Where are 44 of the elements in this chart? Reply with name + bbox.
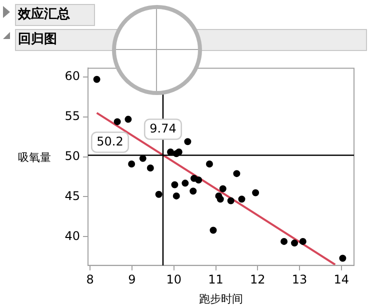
point <box>219 185 226 192</box>
point <box>190 188 197 195</box>
point <box>175 148 182 156</box>
point <box>172 192 180 200</box>
point <box>128 160 136 168</box>
ref-line-label: 50.2 <box>96 134 124 148</box>
y-axis-title: 吸氧量 <box>18 150 51 165</box>
point <box>216 196 224 203</box>
chart-title: 回归图 <box>15 29 367 51</box>
point <box>299 238 306 245</box>
point <box>252 189 260 196</box>
point <box>182 180 189 187</box>
y-tick-label: 45 <box>64 188 80 203</box>
x-tick-label: 11 <box>208 272 224 287</box>
point <box>227 197 234 204</box>
point <box>210 226 217 234</box>
point <box>195 176 202 184</box>
point <box>114 118 121 126</box>
x-tick-label: 12 <box>250 272 266 287</box>
y-tick-label: 40 <box>64 228 80 243</box>
point <box>124 116 132 123</box>
x-tick-label: 8 <box>86 272 94 287</box>
point <box>93 76 100 83</box>
y-tick-label: 60 <box>64 69 80 84</box>
x-axis-title: 跑步时间 <box>199 292 243 306</box>
text: 效应汇总 <box>15 4 95 26</box>
point <box>339 254 346 262</box>
y-tick-label: 50 <box>64 148 80 163</box>
y-tick-label: 55 <box>64 109 80 124</box>
point <box>184 138 192 146</box>
ref-line-label: 9.74 <box>150 121 176 136</box>
point <box>233 170 240 178</box>
x-tick-label: 9 <box>128 272 136 287</box>
point <box>139 154 146 162</box>
point <box>155 190 162 198</box>
point <box>206 160 213 168</box>
x-tick-label: 14 <box>334 272 350 287</box>
point <box>238 196 246 203</box>
point <box>146 164 154 172</box>
x-tick-label: 13 <box>292 272 308 287</box>
point <box>280 238 288 245</box>
point <box>171 181 178 188</box>
x-tick-label: 10 <box>166 272 182 287</box>
point <box>291 240 298 247</box>
